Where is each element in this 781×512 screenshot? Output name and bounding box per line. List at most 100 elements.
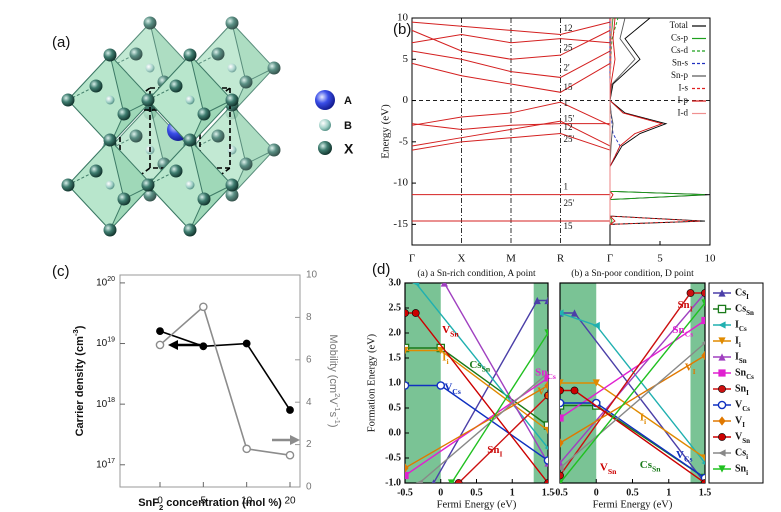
y2-tick-label: 4 bbox=[306, 397, 312, 408]
x-atom bbox=[169, 164, 183, 178]
marker bbox=[437, 346, 445, 355]
x-atom bbox=[239, 75, 253, 89]
legend-label: Cs-p bbox=[671, 33, 689, 43]
x-atom bbox=[141, 93, 155, 107]
legend-label: Cs-d bbox=[671, 45, 689, 55]
x-atom bbox=[211, 129, 225, 143]
x-tick-label: 1.5 bbox=[542, 487, 555, 498]
y-tick-label: -5 bbox=[399, 135, 409, 147]
legend-label: X bbox=[344, 141, 354, 157]
annotation: 12 bbox=[564, 23, 573, 33]
x-tick-label: 10 bbox=[241, 496, 253, 507]
marker bbox=[718, 337, 726, 345]
x-atom bbox=[103, 223, 117, 237]
legend-sphere bbox=[318, 141, 332, 155]
x-atom bbox=[267, 143, 281, 157]
y-tick-label: 1018 bbox=[96, 397, 115, 409]
x-atom bbox=[117, 192, 131, 206]
band bbox=[411, 120, 611, 147]
x-atom bbox=[61, 178, 75, 192]
defect-line bbox=[443, 283, 548, 464]
defect-line bbox=[450, 332, 548, 483]
legend-box bbox=[708, 282, 764, 484]
x-tick-label: 1.5 bbox=[699, 487, 712, 498]
y-tick-label: 10 bbox=[397, 12, 409, 24]
y2-axis-label: Mobility (cm2V-1s-1) bbox=[327, 334, 342, 427]
marker bbox=[405, 471, 409, 480]
x-atom bbox=[225, 178, 239, 192]
subplot-title: (b) a Sn-poor condition, D point bbox=[571, 268, 694, 279]
x-tick-label: R bbox=[557, 253, 565, 265]
legend-sphere bbox=[315, 90, 335, 110]
marker bbox=[543, 456, 548, 465]
panel-label: (c) bbox=[52, 263, 70, 280]
marker bbox=[447, 479, 456, 483]
x-tick-label: M bbox=[506, 253, 516, 265]
marker bbox=[405, 463, 409, 473]
dos-curve bbox=[609, 17, 664, 225]
y-tick-label: -0.5 bbox=[385, 452, 401, 463]
line bbox=[159, 330, 291, 411]
band bbox=[411, 101, 611, 126]
x-tick-label: 1 bbox=[666, 487, 671, 498]
x-atom bbox=[89, 79, 103, 93]
y-tick-label: 0.0 bbox=[389, 427, 402, 438]
marker bbox=[412, 283, 420, 287]
annotation: SnI bbox=[677, 299, 692, 314]
annotation: VSn bbox=[600, 462, 617, 477]
line bbox=[159, 305, 291, 456]
marker bbox=[533, 296, 541, 305]
x-tick-label: 0 bbox=[594, 487, 599, 498]
marker bbox=[436, 381, 446, 390]
y-tick-label: 2.5 bbox=[389, 302, 402, 313]
b-atom bbox=[227, 63, 237, 73]
marker bbox=[718, 289, 726, 297]
marker bbox=[717, 400, 727, 410]
y-tick-label: -15 bbox=[393, 218, 408, 230]
marker bbox=[199, 342, 208, 351]
legend-label: ICs bbox=[735, 319, 747, 332]
x-atom bbox=[183, 223, 197, 237]
marker bbox=[543, 421, 548, 430]
x-tick-label: 5 bbox=[657, 253, 663, 265]
x-tick-label: Γ bbox=[607, 253, 613, 265]
defect-line bbox=[560, 354, 705, 444]
y-tick-label: -1.0 bbox=[385, 477, 401, 488]
legend-label: Sn-s bbox=[672, 58, 689, 68]
marker bbox=[701, 350, 705, 361]
legend-label: SnI bbox=[735, 383, 749, 396]
x-tick-label: 0.5 bbox=[470, 487, 483, 498]
marker bbox=[718, 465, 726, 473]
b-atom bbox=[145, 63, 155, 73]
x-tick-label: 10 bbox=[705, 253, 717, 265]
legend-label: Sni bbox=[735, 463, 748, 476]
y-tick-label: 5 bbox=[403, 53, 409, 65]
y2-tick-label: 10 bbox=[306, 270, 318, 281]
marker bbox=[592, 321, 600, 330]
marker bbox=[544, 446, 548, 450]
x-atom bbox=[183, 48, 197, 62]
marker bbox=[544, 479, 548, 483]
marker bbox=[544, 329, 548, 337]
legend-label: A bbox=[344, 95, 352, 107]
marker bbox=[454, 479, 463, 483]
y-tick-label: 0.5 bbox=[389, 402, 402, 413]
y-axis-label: Carrier density (cm-3) bbox=[71, 325, 86, 436]
y-tick-label: 1020 bbox=[96, 276, 115, 288]
band bbox=[411, 123, 610, 130]
x-atom bbox=[225, 93, 239, 107]
panel-label: (d) bbox=[372, 261, 390, 278]
marker bbox=[560, 379, 564, 387]
y-axis-label: Energy (eV) bbox=[380, 104, 392, 159]
marker bbox=[701, 299, 705, 307]
band bbox=[411, 29, 611, 60]
x-atom bbox=[129, 47, 143, 61]
shaded-region bbox=[405, 283, 441, 483]
x-axis-label: SnF2 concentration (mol %) bbox=[138, 497, 282, 512]
chart: (c) SnF2 concentration (mol %) Carrier den… bbox=[52, 263, 342, 512]
x-atom bbox=[143, 16, 157, 30]
marker bbox=[199, 302, 208, 312]
x-atom bbox=[143, 188, 157, 202]
x-atom bbox=[61, 93, 75, 107]
marker bbox=[544, 426, 548, 435]
